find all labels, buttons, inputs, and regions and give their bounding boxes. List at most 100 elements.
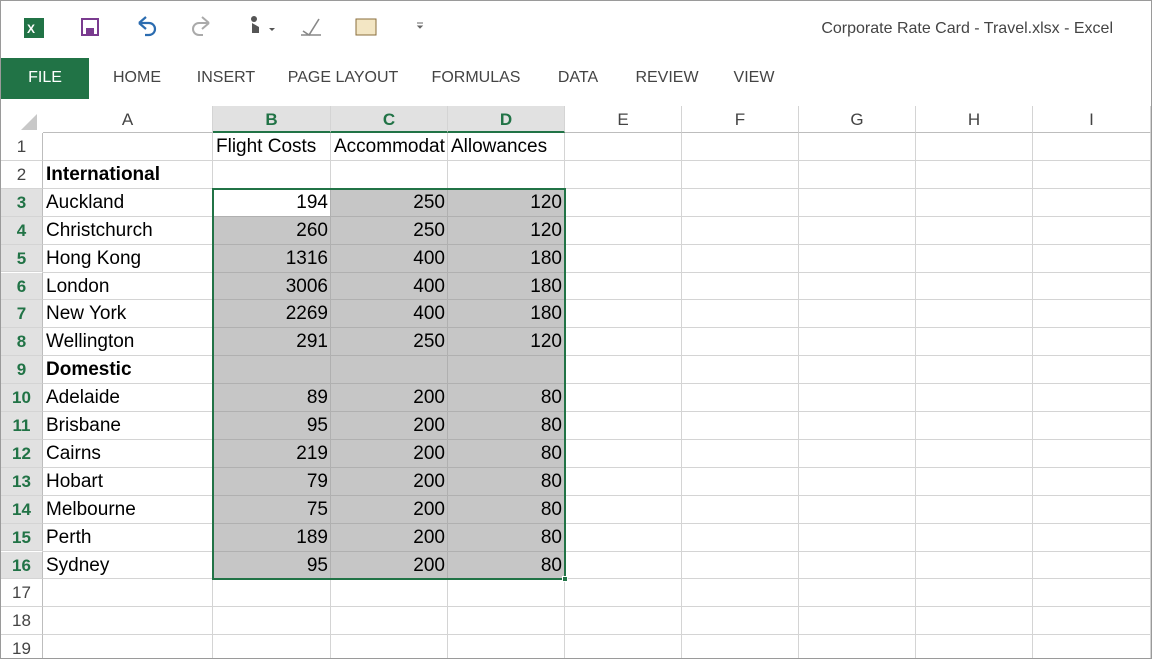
cell[interactable]: 219 [296,442,328,464]
cell[interactable]: International [46,163,161,185]
cell[interactable]: Domestic [46,359,132,381]
cell[interactable]: Accommodat [334,136,445,157]
cell[interactable]: Adelaide [46,387,120,409]
ribbon-tab[interactable]: INSERT [196,69,256,86]
column-header[interactable]: E [565,106,682,133]
row-header[interactable]: 9 [1,356,43,385]
column-header[interactable]: B [213,106,331,133]
cell[interactable]: 120 [530,219,562,241]
cell[interactable]: 89 [306,387,328,409]
cell[interactable]: Auckland [46,191,125,213]
touch-icon[interactable] [251,16,257,22]
cell[interactable]: Hobart [46,470,104,492]
row-header[interactable]: 12 [1,439,43,468]
cell[interactable]: Allowances [451,136,548,157]
cell[interactable]: Cairns [46,442,101,464]
customize-arrow[interactable] [416,22,424,29]
cell[interactable]: 400 [413,275,445,297]
cell[interactable]: 180 [530,275,562,297]
cell[interactable]: 180 [530,247,562,269]
column-header[interactable]: C [331,106,448,133]
row-header[interactable]: 8 [1,328,43,357]
cell[interactable]: 79 [306,470,328,492]
ribbon-tab[interactable]: DATA [557,69,599,86]
ribbon-tab[interactable]: FORMULAS [431,69,521,86]
cell[interactable]: 120 [530,331,562,353]
row-header[interactable]: 6 [1,272,43,301]
save-icon[interactable] [81,18,99,36]
row-header[interactable]: 13 [1,467,43,496]
ribbon-tab[interactable]: HOME [113,69,161,86]
select-all[interactable] [1,106,43,133]
ribbon-tab[interactable]: PAGE LAYOUT [287,69,399,86]
column-header[interactable]: D [448,106,565,133]
cell[interactable]: Flight Costs [216,136,317,157]
undo-icon[interactable] [138,16,157,37]
cell[interactable]: 400 [413,303,445,325]
row-header[interactable]: 11 [1,412,43,440]
row-header[interactable]: 19 [1,635,43,658]
ribbon-tab[interactable]: FILE [28,69,62,86]
column-header[interactable]: H [916,106,1033,133]
cell[interactable]: 120 [530,191,562,213]
cell[interactable]: 200 [413,387,445,409]
row-header[interactable]: 4 [1,216,43,245]
cell[interactable]: 80 [540,554,562,576]
cell[interactable]: 95 [306,415,328,436]
row-header[interactable]: 5 [1,244,43,273]
column-header[interactable]: G [799,106,916,133]
cell[interactable]: 200 [413,554,445,576]
cell[interactable]: 80 [540,470,562,492]
row-header[interactable]: 7 [1,300,43,329]
column-header[interactable]: I [1033,106,1151,133]
spelling-icon[interactable] [301,18,321,37]
cell[interactable]: 200 [413,526,445,548]
row-header[interactable]: 16 [1,551,43,580]
cell[interactable]: 3006 [285,275,328,297]
cell[interactable]: 1316 [285,247,328,269]
row-header[interactable]: 3 [1,188,43,217]
ribbon-tab[interactable]: VIEW [733,69,775,86]
cell[interactable]: 200 [413,442,445,464]
row-header[interactable]: 1 [1,133,43,161]
redo-icon[interactable] [192,16,210,36]
form-icon[interactable] [355,18,377,36]
cell[interactable]: 200 [413,498,445,520]
cell[interactable]: 180 [530,303,562,325]
cell[interactable]: 260 [296,219,328,241]
cell[interactable]: Christchurch [46,219,153,241]
cell[interactable]: 75 [306,498,328,520]
ribbon-tab[interactable]: REVIEW [635,69,699,86]
cell[interactable]: 189 [296,526,328,548]
column-header[interactable]: A [43,106,213,133]
cell[interactable]: Brisbane [46,415,121,436]
cell[interactable]: 200 [413,415,445,436]
row-header[interactable]: 2 [1,160,43,189]
cell[interactable]: Wellington [46,331,135,353]
row-header[interactable]: 18 [1,607,43,636]
dropdown-arrow[interactable] [269,28,275,31]
cell[interactable]: 80 [540,498,562,520]
cell[interactable]: Sydney [46,554,110,576]
file-tab-bg[interactable] [1,58,89,99]
cell[interactable]: 95 [306,554,328,576]
cell[interactable]: 250 [413,219,445,241]
row-header[interactable]: 15 [1,523,43,552]
cell[interactable]: 291 [296,331,328,353]
cell[interactable]: Melbourne [46,498,136,520]
cell[interactable]: 194 [296,191,328,213]
cell[interactable]: 80 [540,442,562,464]
cell[interactable]: Hong Kong [46,247,142,269]
row-header[interactable]: 17 [1,579,43,608]
cell[interactable]: 80 [540,387,562,409]
cell[interactable]: London [46,275,110,297]
column-header[interactable]: F [682,106,799,133]
cell[interactable]: New York [46,303,127,325]
cell[interactable]: 80 [540,526,562,548]
fill-handle[interactable] [562,576,568,583]
cell[interactable]: 2269 [285,303,328,325]
cell[interactable]: 400 [413,247,445,269]
cell[interactable]: 250 [413,191,445,213]
cell[interactable]: Perth [46,526,92,548]
row-header[interactable]: 10 [1,384,43,412]
